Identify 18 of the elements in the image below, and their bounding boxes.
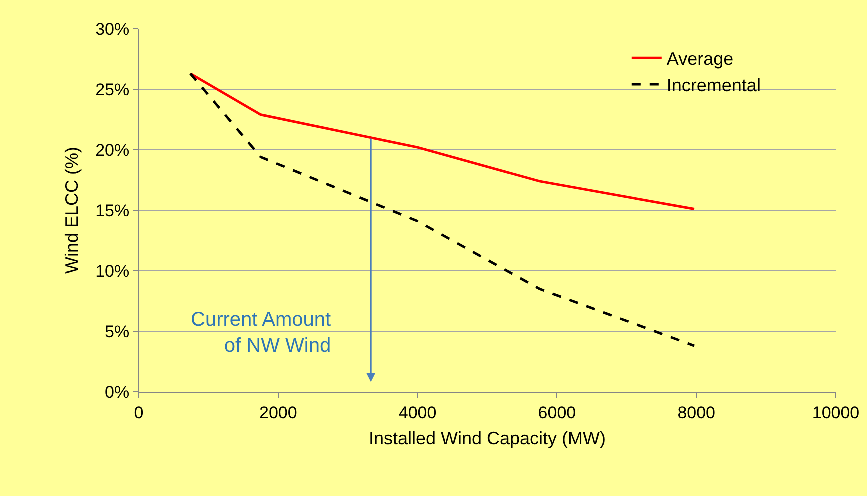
- x-tick-label: 8000: [678, 403, 716, 422]
- x-tick-label: 10000: [812, 403, 860, 422]
- y-tick-label: 5%: [105, 322, 130, 342]
- legend-label: Incremental: [666, 76, 761, 96]
- y-tick-label: 15%: [96, 201, 130, 220]
- x-tick-label: 6000: [538, 403, 576, 422]
- y-tick-label: 20%: [96, 140, 130, 160]
- y-axis-title: Wind ELCC (%): [62, 146, 82, 274]
- x-axis-title: Installed Wind Capacity (MW): [368, 428, 606, 448]
- annotation: Current Amount of NW Wind: [191, 309, 332, 357]
- x-tick-label: 0: [134, 403, 144, 422]
- x-tick-label: 2000: [259, 403, 298, 422]
- y-tick-label: 25%: [96, 80, 130, 100]
- legend-label: Average: [666, 49, 734, 70]
- y-tick-label: 10%: [96, 262, 130, 281]
- y-tick-label: 0%: [105, 382, 130, 402]
- x-tick-label: 4000: [398, 403, 437, 422]
- y-tick-label: 30%: [96, 20, 130, 39]
